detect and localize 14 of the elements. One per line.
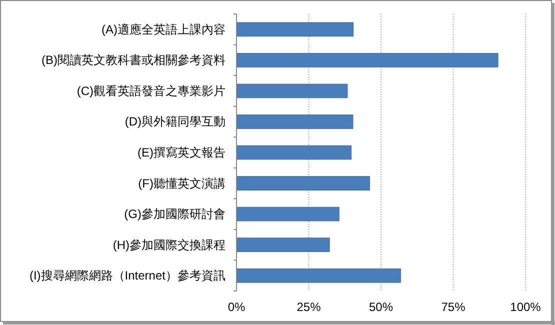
y-tick-label: (H)參加國際交換課程 xyxy=(112,238,226,252)
y-tick-label: (A)適應全英語上課內容 xyxy=(102,22,226,36)
y-tick-label: (C)觀看英語發音之專業影片 xyxy=(76,84,226,98)
x-tick-label: 100% xyxy=(510,300,542,314)
y-tick-label: (I)搜尋網際網路（Internet）參考資訊 xyxy=(29,268,226,283)
x-tick-label: 50% xyxy=(368,300,394,314)
y-tick-label: (D)與外籍同學互動 xyxy=(124,114,226,129)
y-tick-label: (G)參加國際研討會 xyxy=(124,207,226,222)
x-tick-label: 25% xyxy=(296,300,322,314)
x-tick-label: 0% xyxy=(228,300,246,314)
y-tick-label: (B)閱讀英文教科書或相關參考資料 xyxy=(42,53,226,68)
y-tick-label: (E)撰寫英文報告 xyxy=(138,146,226,160)
x-tick-label: 75% xyxy=(441,300,466,314)
y-tick-label: (F)聽懂英文演講 xyxy=(138,176,226,190)
